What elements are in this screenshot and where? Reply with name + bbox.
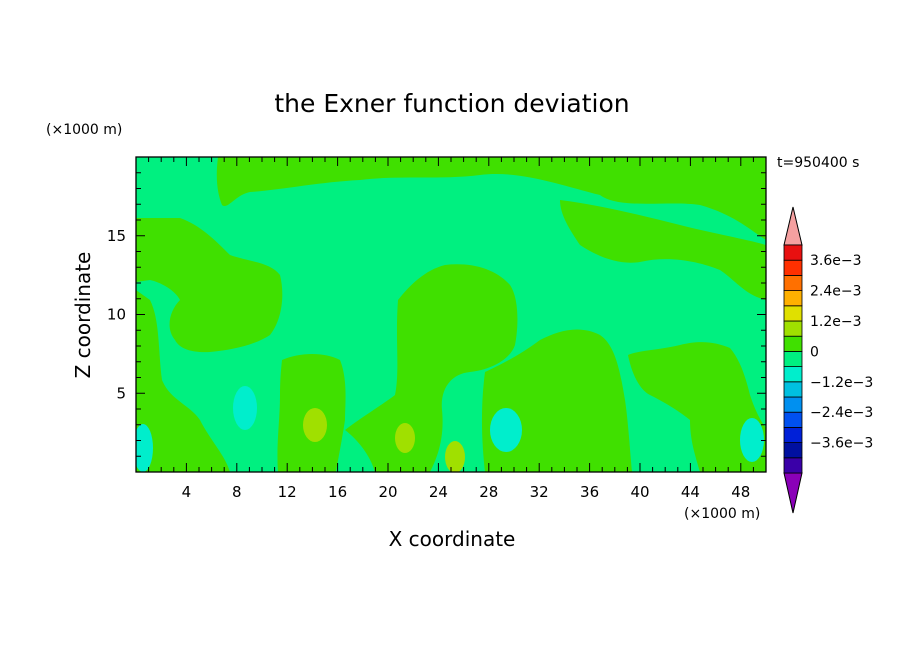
y-tick-label: 15 xyxy=(107,227,126,245)
x-tick-label: 4 xyxy=(182,483,192,501)
colorbar-label: −1.2e−3 xyxy=(810,375,873,391)
colorbar-label: −2.4e−3 xyxy=(810,405,873,421)
chart-title: the Exner function deviation xyxy=(274,89,629,118)
x-tick-label: 40 xyxy=(630,483,649,501)
contour-field xyxy=(136,157,766,472)
colorbar-label: 2.4e−3 xyxy=(810,284,862,300)
contour-region xyxy=(740,418,764,462)
colorbar-label: 1.2e−3 xyxy=(810,314,862,330)
colorbar-band xyxy=(783,320,803,337)
contour-region xyxy=(136,290,230,472)
colorbar-band xyxy=(783,457,803,474)
colorbar-band xyxy=(783,244,803,261)
time-label: t=950400 s xyxy=(777,155,859,171)
x-tick-label: 32 xyxy=(530,483,549,501)
x-tick-label: 48 xyxy=(731,483,750,501)
colorbar-band xyxy=(783,274,803,291)
y-axis-label: Z coordinate xyxy=(71,252,95,379)
x-axis-label: X coordinate xyxy=(389,527,516,551)
colorbar-band xyxy=(783,381,803,398)
colorbar-label: 0 xyxy=(810,344,819,360)
colorbar-band xyxy=(783,426,803,443)
x-tick-label: 8 xyxy=(232,483,242,501)
colorbar-band xyxy=(783,290,803,307)
x-tick-label: 20 xyxy=(378,483,397,501)
contour-region xyxy=(628,342,766,472)
contour-region xyxy=(490,408,522,452)
colorbar-band xyxy=(783,396,803,413)
colorbar-arrow-bottom xyxy=(783,472,803,514)
contour-region xyxy=(560,200,766,300)
contour-region xyxy=(445,441,465,472)
contour-region xyxy=(345,264,518,472)
colorbar-label: 3.6e−3 xyxy=(810,253,862,269)
y-axis-ticks: 5 10 15 xyxy=(107,172,766,457)
contour-region xyxy=(216,157,766,240)
x-tick-label: 36 xyxy=(580,483,599,501)
x-axis-ticks: 4 8 12 16 20 24 28 32 36 40 44 48 xyxy=(148,157,754,501)
contour-region xyxy=(136,424,153,472)
y-unit-label: (×1000 m) xyxy=(46,122,122,138)
colorbar-band xyxy=(783,442,803,459)
contour-region xyxy=(136,218,283,353)
x-tick-label: 24 xyxy=(429,483,448,501)
contour-region xyxy=(395,423,415,453)
colorbar-band xyxy=(783,350,803,367)
contour-region xyxy=(303,408,327,442)
colorbar-band xyxy=(783,366,803,383)
colorbar-label: −3.6e−3 xyxy=(810,436,873,452)
colorbar-arrow-top xyxy=(783,206,803,246)
colorbar-band xyxy=(783,335,803,352)
colorbar-band xyxy=(783,305,803,322)
colorbar-band xyxy=(783,259,803,276)
y-tick-label: 5 xyxy=(116,384,126,402)
colorbar-band xyxy=(783,411,803,428)
x-tick-label: 12 xyxy=(278,483,297,501)
x-tick-label: 44 xyxy=(681,483,700,501)
colorbar: 3.6e−3 2.4e−3 1.2e−3 0 −1.2e−3 −2.4e−3 −3.6e−3 xyxy=(783,206,873,514)
x-tick-label: 16 xyxy=(328,483,347,501)
y-tick-label: 10 xyxy=(107,306,126,324)
contour-region xyxy=(233,386,257,430)
x-unit-label: (×1000 m) xyxy=(684,506,760,522)
x-tick-label: 28 xyxy=(479,483,498,501)
